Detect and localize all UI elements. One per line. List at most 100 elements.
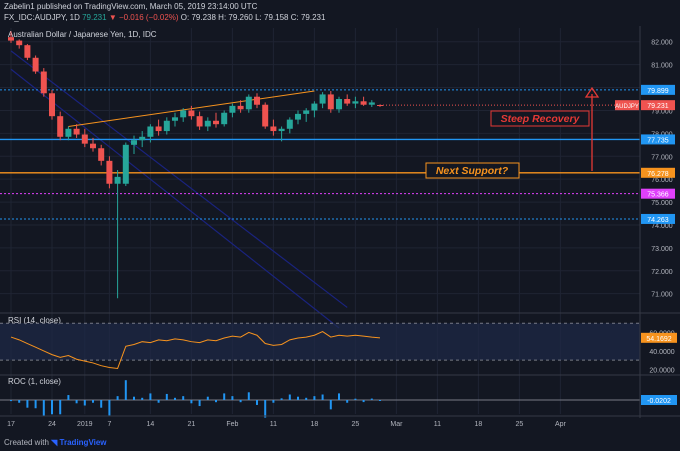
price-change: ▼ −0.016 (−0.02%) — [108, 13, 179, 22]
roc-bar — [329, 400, 332, 410]
level-tag-bg — [641, 188, 675, 199]
roc-bar — [10, 400, 12, 402]
rsi-panel[interactable]: RSI (14, close) — [0, 316, 640, 370]
roc-bar — [67, 395, 70, 400]
x-tick-label: 24 — [48, 421, 56, 428]
roc-bar — [321, 394, 324, 400]
level-tag-74.263: 74.263 — [647, 217, 669, 224]
x-tick-label: 18 — [311, 421, 319, 428]
footer-brand[interactable]: TradingView — [59, 438, 107, 447]
candle-body — [180, 110, 187, 118]
roc-bar — [354, 398, 357, 400]
recovery-arrow-head — [584, 86, 600, 98]
x-tick-label: 18 — [475, 421, 483, 428]
candle-body — [24, 45, 31, 58]
roc-value-tag-bg — [641, 395, 677, 405]
y-tick-label: 77.000 — [651, 154, 673, 161]
level-tag-79.899: 79.899 — [647, 88, 669, 95]
y-tick-label: 74.000 — [651, 223, 673, 230]
rsi-tick-label: 40.0000 — [649, 349, 674, 356]
roc-bar — [26, 400, 29, 408]
candle-body — [57, 116, 64, 137]
roc-bar — [379, 400, 381, 401]
roc-bar — [34, 400, 37, 409]
roc-bar — [305, 397, 308, 400]
candle-body — [262, 104, 269, 127]
candle-body — [81, 134, 88, 144]
roc-bar — [190, 400, 193, 404]
candle-body — [237, 105, 244, 110]
low-value: L: 79.158 — [255, 13, 289, 22]
roc-bar — [75, 400, 78, 404]
roc-bar — [182, 396, 185, 400]
roc-bar — [149, 393, 152, 400]
x-tick-label: 14 — [147, 421, 155, 428]
candle-body — [122, 144, 129, 184]
roc-bar — [288, 394, 291, 400]
roc-bar — [272, 400, 275, 403]
y-tick-label: 81.000 — [651, 63, 673, 70]
candle-body — [245, 96, 252, 110]
level-tag-76.278: 76.278 — [647, 171, 669, 178]
rsi-band — [0, 323, 640, 361]
level-tag-bg — [641, 84, 675, 95]
axes: 82.00081.00080.00079.00078.00077.00076.0… — [0, 26, 680, 428]
roc-bar — [18, 400, 21, 403]
x-tick-label: 11 — [434, 421, 441, 428]
roc-bar — [346, 400, 349, 403]
candle-body — [295, 113, 301, 120]
y-tick-label: 82.000 — [651, 40, 673, 47]
symbol-tag: AUDJPY — [615, 104, 639, 110]
roc-bar — [141, 397, 144, 400]
roc-bar — [51, 400, 53, 415]
roc-value-tag: -0.0202 — [647, 398, 671, 405]
candle-body — [368, 102, 375, 105]
x-tick-label: 21 — [188, 421, 196, 428]
roc-bar — [124, 380, 127, 400]
x-tick-label: 17 — [7, 421, 15, 428]
candle-body — [40, 71, 47, 94]
x-tick-label: Feb — [226, 421, 238, 428]
candle-body — [336, 99, 342, 110]
candle-body — [270, 126, 277, 132]
x-tick-label: 25 — [352, 421, 360, 428]
y-tick-label: 79.000 — [651, 108, 673, 115]
roc-title: ROC (1, close) — [8, 377, 61, 386]
y-tick-label: 72.000 — [651, 269, 673, 276]
candle-body — [303, 110, 310, 114]
roc-bar — [370, 398, 373, 400]
candle-body — [360, 101, 367, 105]
candle-body — [286, 119, 293, 129]
candle-body — [8, 37, 14, 41]
candle-body — [90, 143, 96, 149]
annotations: Steep Recovery Next Support? — [425, 86, 600, 179]
candle-body — [65, 128, 72, 137]
x-tick-label: 7 — [107, 421, 111, 428]
candle-body — [327, 94, 334, 110]
candle-body — [16, 40, 23, 46]
open-value: O: 79.238 — [180, 13, 216, 22]
roc-bar — [362, 400, 365, 403]
roc-bar — [100, 400, 103, 408]
last-price-tag-bg — [641, 100, 675, 111]
candle-body — [319, 94, 326, 104]
publish-info: Zabelin1 published on TradingView.com, M… — [4, 2, 258, 11]
symbol-ohlc-line: FX_IDC:AUDJPY, 1D 79.231 ▼ −0.016 (−0.02… — [4, 13, 325, 22]
rsi-value-tag: 54.1692 — [646, 336, 671, 343]
roc-bar — [116, 396, 119, 400]
roc-bar — [198, 400, 201, 407]
close-value: C: 79.231 — [290, 13, 326, 22]
candle-body — [311, 103, 318, 111]
roc-bar — [338, 393, 340, 400]
roc-bar — [215, 400, 217, 403]
rsi-line — [10, 330, 381, 370]
rsi-value-tag-bg — [641, 332, 677, 343]
candle-body — [106, 160, 113, 184]
symbol-label: FX_IDC:AUDJPY, 1D — [4, 13, 80, 22]
price-panel[interactable]: Australian Dollar / Japanese Yen, 1D, ID… — [0, 30, 640, 329]
candle-body — [196, 116, 203, 127]
candle-body — [221, 112, 228, 125]
roc-bar — [206, 396, 209, 400]
roc-panel[interactable]: ROC (1, close) — [0, 377, 640, 418]
